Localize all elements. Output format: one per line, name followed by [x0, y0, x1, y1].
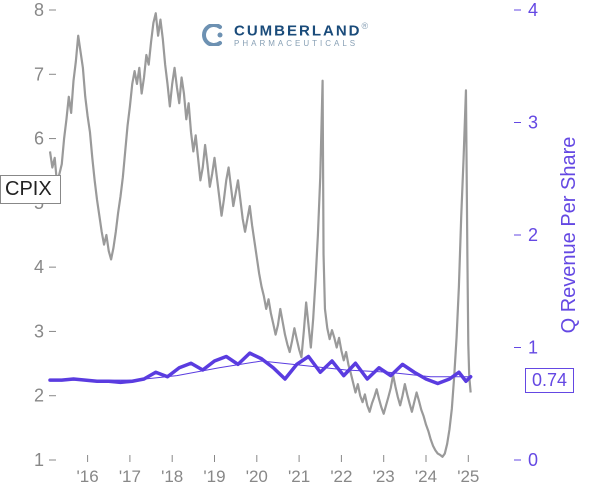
brand-name: CUMBERLAND: [234, 22, 362, 39]
left-tick-label: 2: [34, 386, 44, 406]
x-tick-label: '23: [373, 467, 395, 486]
revenue-thin-line: [50, 361, 471, 380]
right-tick-label: 2: [528, 225, 538, 245]
x-tick-label: '19: [203, 467, 225, 486]
brand-text: CUMBERLAND® PHARMACEUTICALS: [234, 22, 368, 48]
ticker-label: CPIX: [5, 178, 52, 200]
revenue-value-label: 0.74: [532, 370, 567, 390]
right-tick-label: 3: [528, 113, 538, 133]
revenue-line: [50, 353, 471, 383]
left-tick-label: 1: [34, 450, 44, 470]
x-tick-label: '18: [161, 467, 183, 486]
right-tick-label: 1: [528, 338, 538, 358]
brand-icon: [200, 24, 228, 46]
right-tick-label: 4: [528, 0, 538, 20]
x-tick-label: '16: [77, 467, 99, 486]
x-tick-label: '25: [457, 467, 479, 486]
brand-sub: PHARMACEUTICALS: [234, 40, 368, 48]
left-tick-label: 6: [34, 129, 44, 149]
x-tick-label: '20: [246, 467, 268, 486]
x-tick-label: '22: [330, 467, 352, 486]
price-line: [50, 13, 471, 457]
x-tick-label: '17: [119, 467, 141, 486]
right-axis-label: Q Revenue Per Share: [558, 137, 580, 334]
left-tick-label: 4: [34, 257, 44, 277]
brand-logo: CUMBERLAND® PHARMACEUTICALS: [200, 22, 368, 48]
brand-registered: ®: [362, 21, 369, 31]
left-tick-label: 7: [34, 64, 44, 84]
stock-revenue-chart: { "ticker": "CPIX", "brand": { "name": "…: [0, 0, 600, 500]
revenue-value-box: 0.74: [525, 368, 574, 393]
ticker-box: CPIX: [0, 175, 61, 204]
right-tick-label: 0: [528, 450, 538, 470]
left-tick-label: 8: [34, 0, 44, 20]
x-tick-label: '24: [415, 467, 437, 486]
left-tick-label: 3: [34, 321, 44, 341]
x-tick-label: '21: [288, 467, 310, 486]
chart-svg: 1234567801234Q Revenue Per Share'16'17'1…: [0, 0, 600, 500]
